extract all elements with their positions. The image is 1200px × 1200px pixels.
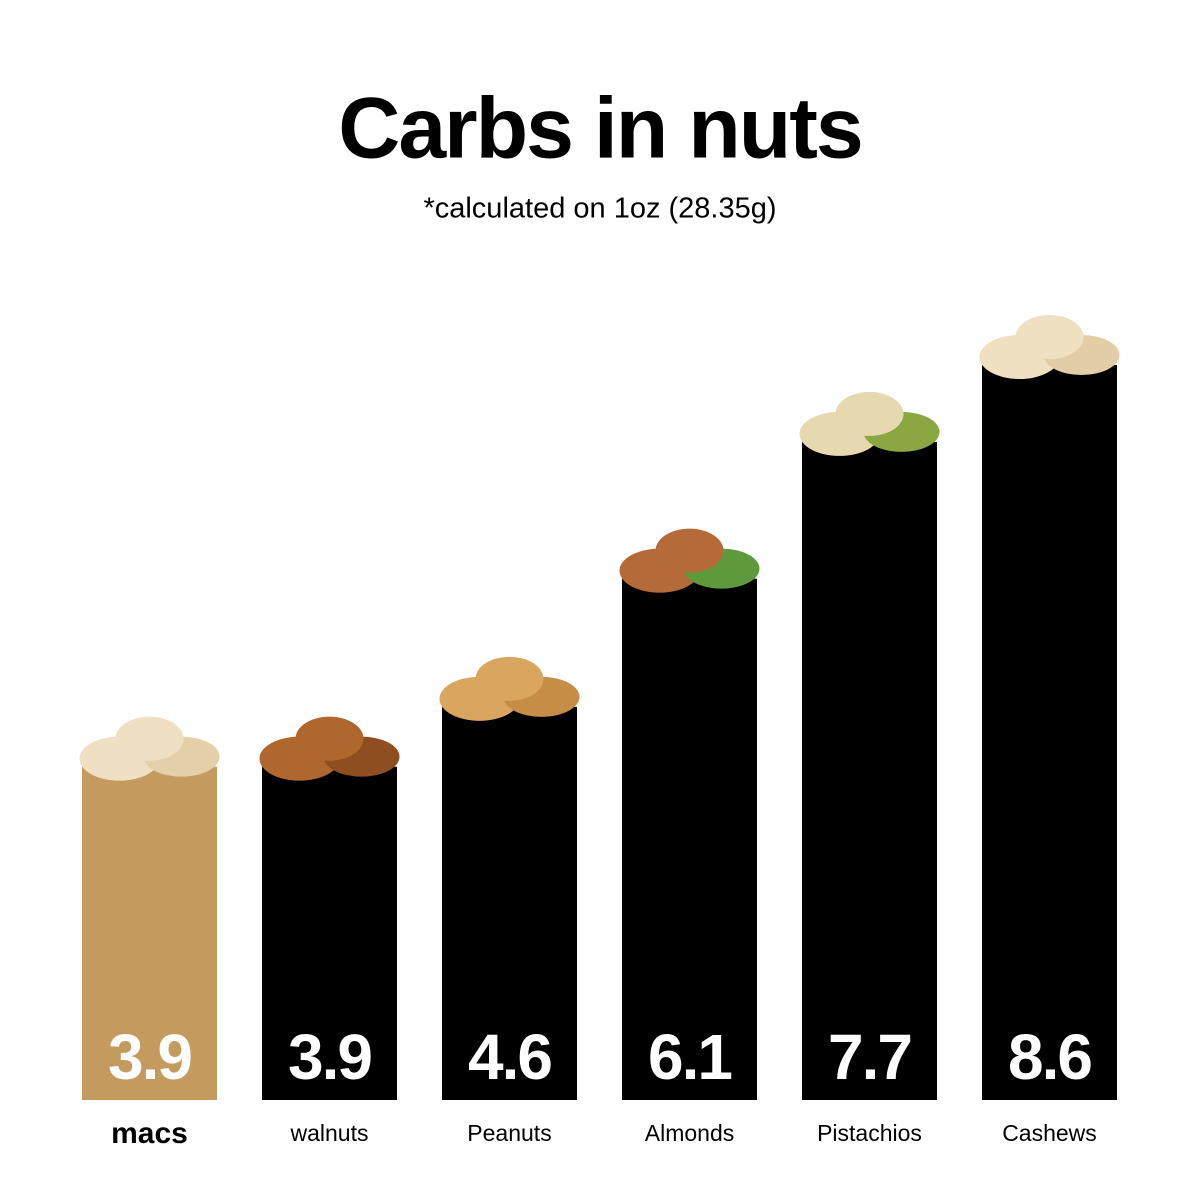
bar <box>802 441 937 1101</box>
nut-illustration <box>295 716 364 761</box>
x-tick-label: Peanuts <box>467 1120 551 1146</box>
x-tick-label: Cashews <box>1002 1120 1097 1146</box>
value-label: 8.6 <box>1008 1021 1091 1093</box>
value-label: 7.7 <box>828 1021 911 1093</box>
bar <box>442 706 577 1100</box>
nut-illustration <box>655 528 724 573</box>
bar <box>82 766 217 1100</box>
bar <box>982 365 1117 1100</box>
x-tick-label: Pistachios <box>817 1120 922 1146</box>
nut-illustration <box>1015 315 1084 359</box>
chart-subtitle: *calculated on 1oz (28.35g) <box>423 193 776 225</box>
bar <box>262 766 397 1100</box>
x-tick-label: macs <box>111 1117 188 1150</box>
nut-illustration <box>115 716 184 761</box>
value-label: 6.1 <box>648 1021 731 1093</box>
nut-illustration <box>475 656 544 701</box>
value-label: 3.9 <box>108 1021 191 1093</box>
value-label: 4.6 <box>468 1021 551 1093</box>
chart-title: Carbs in nuts <box>338 81 862 177</box>
bar <box>622 578 757 1100</box>
value-label: 3.9 <box>288 1021 371 1093</box>
nut-illustration <box>835 391 904 436</box>
x-tick-label: walnuts <box>290 1120 369 1146</box>
x-tick-label: Almonds <box>645 1120 734 1146</box>
